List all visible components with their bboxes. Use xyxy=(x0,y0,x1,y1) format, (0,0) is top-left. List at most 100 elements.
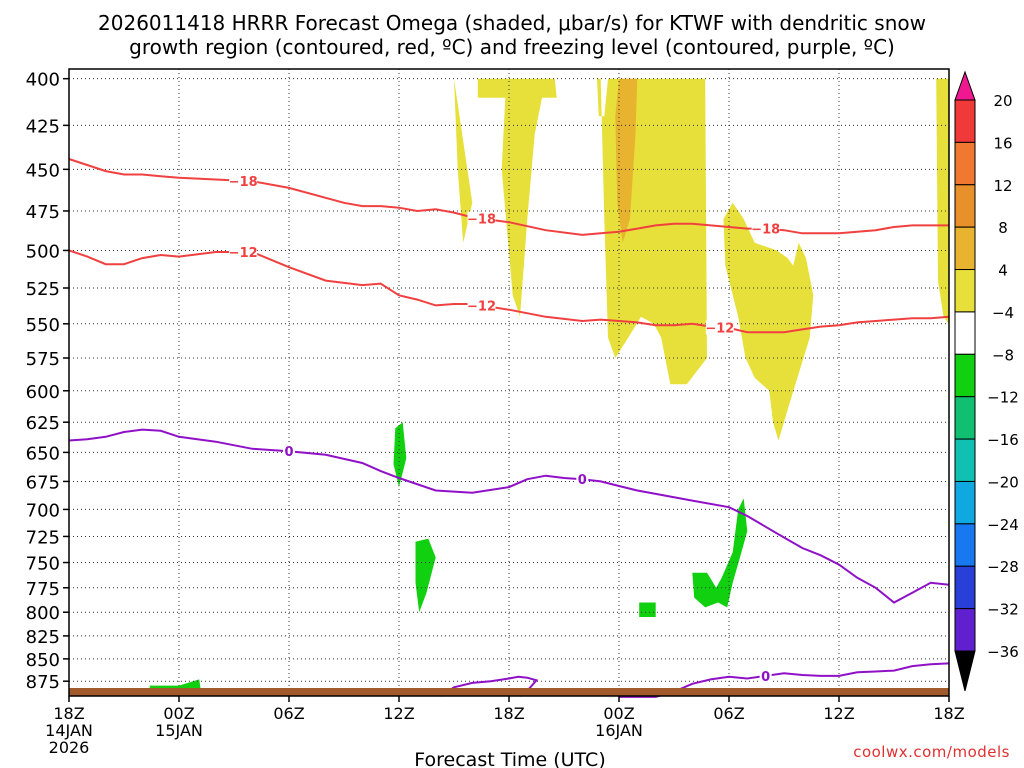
contour-label-0-2: −18 xyxy=(751,223,780,238)
colorbar-label-1: 16 xyxy=(993,134,1012,152)
contour-label-1-2: −12 xyxy=(705,321,734,336)
contour-line-2 xyxy=(68,428,950,604)
omega-shade-region-6 xyxy=(692,498,748,608)
y-tick-label-750: 750 xyxy=(26,554,60,575)
y-tick-label-725: 725 xyxy=(26,527,60,548)
colorbar-label-7: −12 xyxy=(987,389,1019,407)
contour-label-bg-1-1 xyxy=(467,298,496,313)
contour-label-bg-2-1 xyxy=(576,472,589,487)
colorbar-label-5: −4 xyxy=(992,304,1014,322)
contour-label-1-0: −12 xyxy=(229,246,258,261)
omega-shade-region-0 xyxy=(454,78,707,385)
x-tick-label-0-1: 14JAN xyxy=(45,721,93,740)
chart-title-line1: 2026011418 HRRR Forecast Omega (shaded, … xyxy=(98,11,926,35)
contour-label-bg-0-1 xyxy=(467,211,496,226)
omega-shade-region-2 xyxy=(936,78,949,324)
y-tick-label-525: 525 xyxy=(26,279,60,300)
x-tick-label-48-0: 18Z xyxy=(933,704,964,723)
gridlines xyxy=(69,69,949,696)
y-tick-label-400: 400 xyxy=(26,70,60,91)
y-tick-label-450: 450 xyxy=(26,160,60,181)
colorbar-segment-7 xyxy=(954,396,976,440)
colorbar-segment-12 xyxy=(954,608,976,652)
colorbar-label-4: 4 xyxy=(998,262,1008,280)
colorbar-segment-2 xyxy=(954,184,976,228)
contour-line-4 xyxy=(440,675,539,697)
y-tick-label-675: 675 xyxy=(26,472,60,493)
y-tick-label-425: 425 xyxy=(26,116,60,137)
x-tick-label-0-2: 2026 xyxy=(49,738,90,757)
colorbar-segment-11 xyxy=(954,565,976,610)
colorbar-segment-0 xyxy=(954,99,976,143)
y-tick-label-650: 650 xyxy=(26,443,60,464)
y-tick-label-850: 850 xyxy=(26,650,60,671)
colorbar-segment-4 xyxy=(954,269,976,313)
terrain-strip xyxy=(69,688,949,696)
x-tick-label-12-0: 06Z xyxy=(273,704,304,723)
y-tick-label-600: 600 xyxy=(26,382,60,403)
colorbar-label-8: −16 xyxy=(987,431,1019,449)
x-tick-label-18-0: 12Z xyxy=(383,704,414,723)
colorbar-label-10: −24 xyxy=(987,516,1019,534)
colorbar-bottom-arrow xyxy=(954,650,976,692)
contour-label-0-0: −18 xyxy=(229,175,258,190)
plot-area: −18 −18 −18 −12 −12 −12 0 0 0 xyxy=(68,68,950,698)
colorbar-segment-8 xyxy=(954,438,976,482)
colorbar-label-0: 20 xyxy=(993,92,1012,110)
contour-label-bg-1-0 xyxy=(229,244,258,259)
y-tick-label-500: 500 xyxy=(26,241,60,262)
y-axis: 400 425 450 475 500 525 550 575 600 625 650 675 700 7… xyxy=(26,70,69,693)
contour-label-1-1: −12 xyxy=(467,299,496,314)
contour-label-bg-3-0 xyxy=(759,668,772,683)
y-tick-label-800: 800 xyxy=(26,603,60,624)
colorbar-segment-9 xyxy=(954,480,976,525)
colorbar-segment-6 xyxy=(954,353,976,398)
x-tick-label-30-1: 16JAN xyxy=(595,721,643,740)
colorbar-label-9: −20 xyxy=(987,473,1019,491)
colorbar-segment-1 xyxy=(954,141,976,186)
colorbar-label-12: −32 xyxy=(987,601,1019,619)
colorbar-segment-3 xyxy=(954,226,976,271)
contour-line-1 xyxy=(68,249,950,334)
omega-shade-region-3 xyxy=(615,78,638,243)
contour-label-2-0: 0 xyxy=(284,445,293,460)
contour-label-bg-0-2 xyxy=(751,221,780,236)
x-axis-title: Forecast Time (UTC) xyxy=(414,749,605,768)
x-tick-label-0-0: 18Z xyxy=(53,704,84,723)
y-tick-label-475: 475 xyxy=(26,202,60,223)
colorbar-label-6: −8 xyxy=(992,346,1014,364)
x-tick-label-6-0: 00Z xyxy=(163,704,194,723)
omega-shade-region-1 xyxy=(723,202,814,441)
colorbar-top-arrow xyxy=(954,70,976,101)
y-tick-label-825: 825 xyxy=(26,627,60,648)
x-tick-label-24-0: 18Z xyxy=(493,704,524,723)
source-credit: coolwx.com/models xyxy=(853,743,1010,761)
colorbar-label-13: −36 xyxy=(987,643,1019,661)
colorbar-label-3: 8 xyxy=(998,219,1008,237)
y-tick-label-575: 575 xyxy=(26,349,60,370)
colorbar-label-2: 12 xyxy=(993,177,1012,195)
x-tick-label-6-1: 15JAN xyxy=(155,721,203,740)
x-tick-label-30-0: 00Z xyxy=(603,704,634,723)
colorbar-label-11: −28 xyxy=(987,558,1019,576)
y-tick-label-625: 625 xyxy=(26,413,60,434)
contour-label-bg-0-0 xyxy=(229,173,258,188)
x-tick-label-42-0: 12Z xyxy=(823,704,854,723)
y-tick-label-550: 550 xyxy=(26,315,60,336)
y-tick-label-700: 700 xyxy=(26,500,60,521)
chart-title-line2: growth region (contoured, red, ºC) and f… xyxy=(129,35,895,59)
y-tick-label-875: 875 xyxy=(26,672,60,693)
contour-label-0-1: −18 xyxy=(467,213,496,228)
y-tick-label-775: 775 xyxy=(26,579,60,600)
x-tick-label-36-0: 06Z xyxy=(713,704,744,723)
colorbar-segment-5 xyxy=(954,311,976,355)
contour-label-2-1: 0 xyxy=(578,473,587,488)
omega-shade-region-5 xyxy=(415,538,436,613)
omega-shade-region-4 xyxy=(393,422,407,488)
colorbar-segment-10 xyxy=(954,523,976,567)
contour-label-bg-2-0 xyxy=(283,444,295,459)
colorbar: 20 16 12 8 4 −4 −8 −12 −16 −20 −24 −28 −32 −36 xyxy=(954,70,1019,692)
contour-label-bg-1-2 xyxy=(705,320,734,335)
